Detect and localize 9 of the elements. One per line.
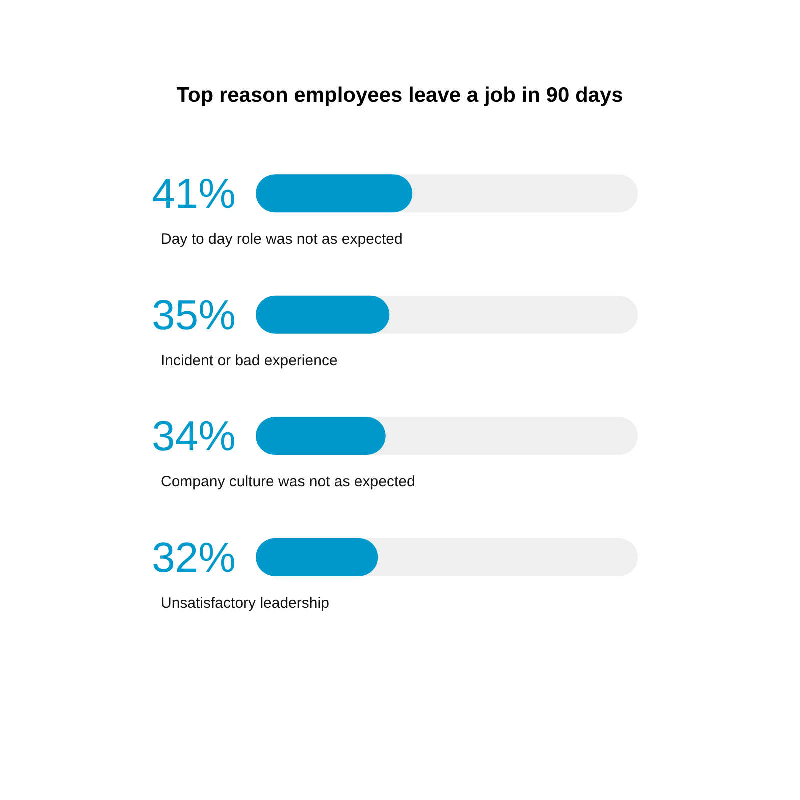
y-tick-label: Incident or bad experience	[161, 352, 338, 370]
data-label: 35%	[152, 291, 236, 338]
data-label: 41%	[152, 170, 236, 218]
chart-title: Top reason employees leave a job in 90 days	[176, 84, 624, 107]
data-label: 34%	[152, 412, 236, 460]
y-tick-label: Unsatisfactory leadership	[161, 594, 330, 612]
data-label: 32%	[152, 534, 236, 581]
y-tick-label: Company culture was not as expected	[161, 474, 416, 491]
y-tick-label: Day to day role was not as expected	[161, 231, 403, 248]
